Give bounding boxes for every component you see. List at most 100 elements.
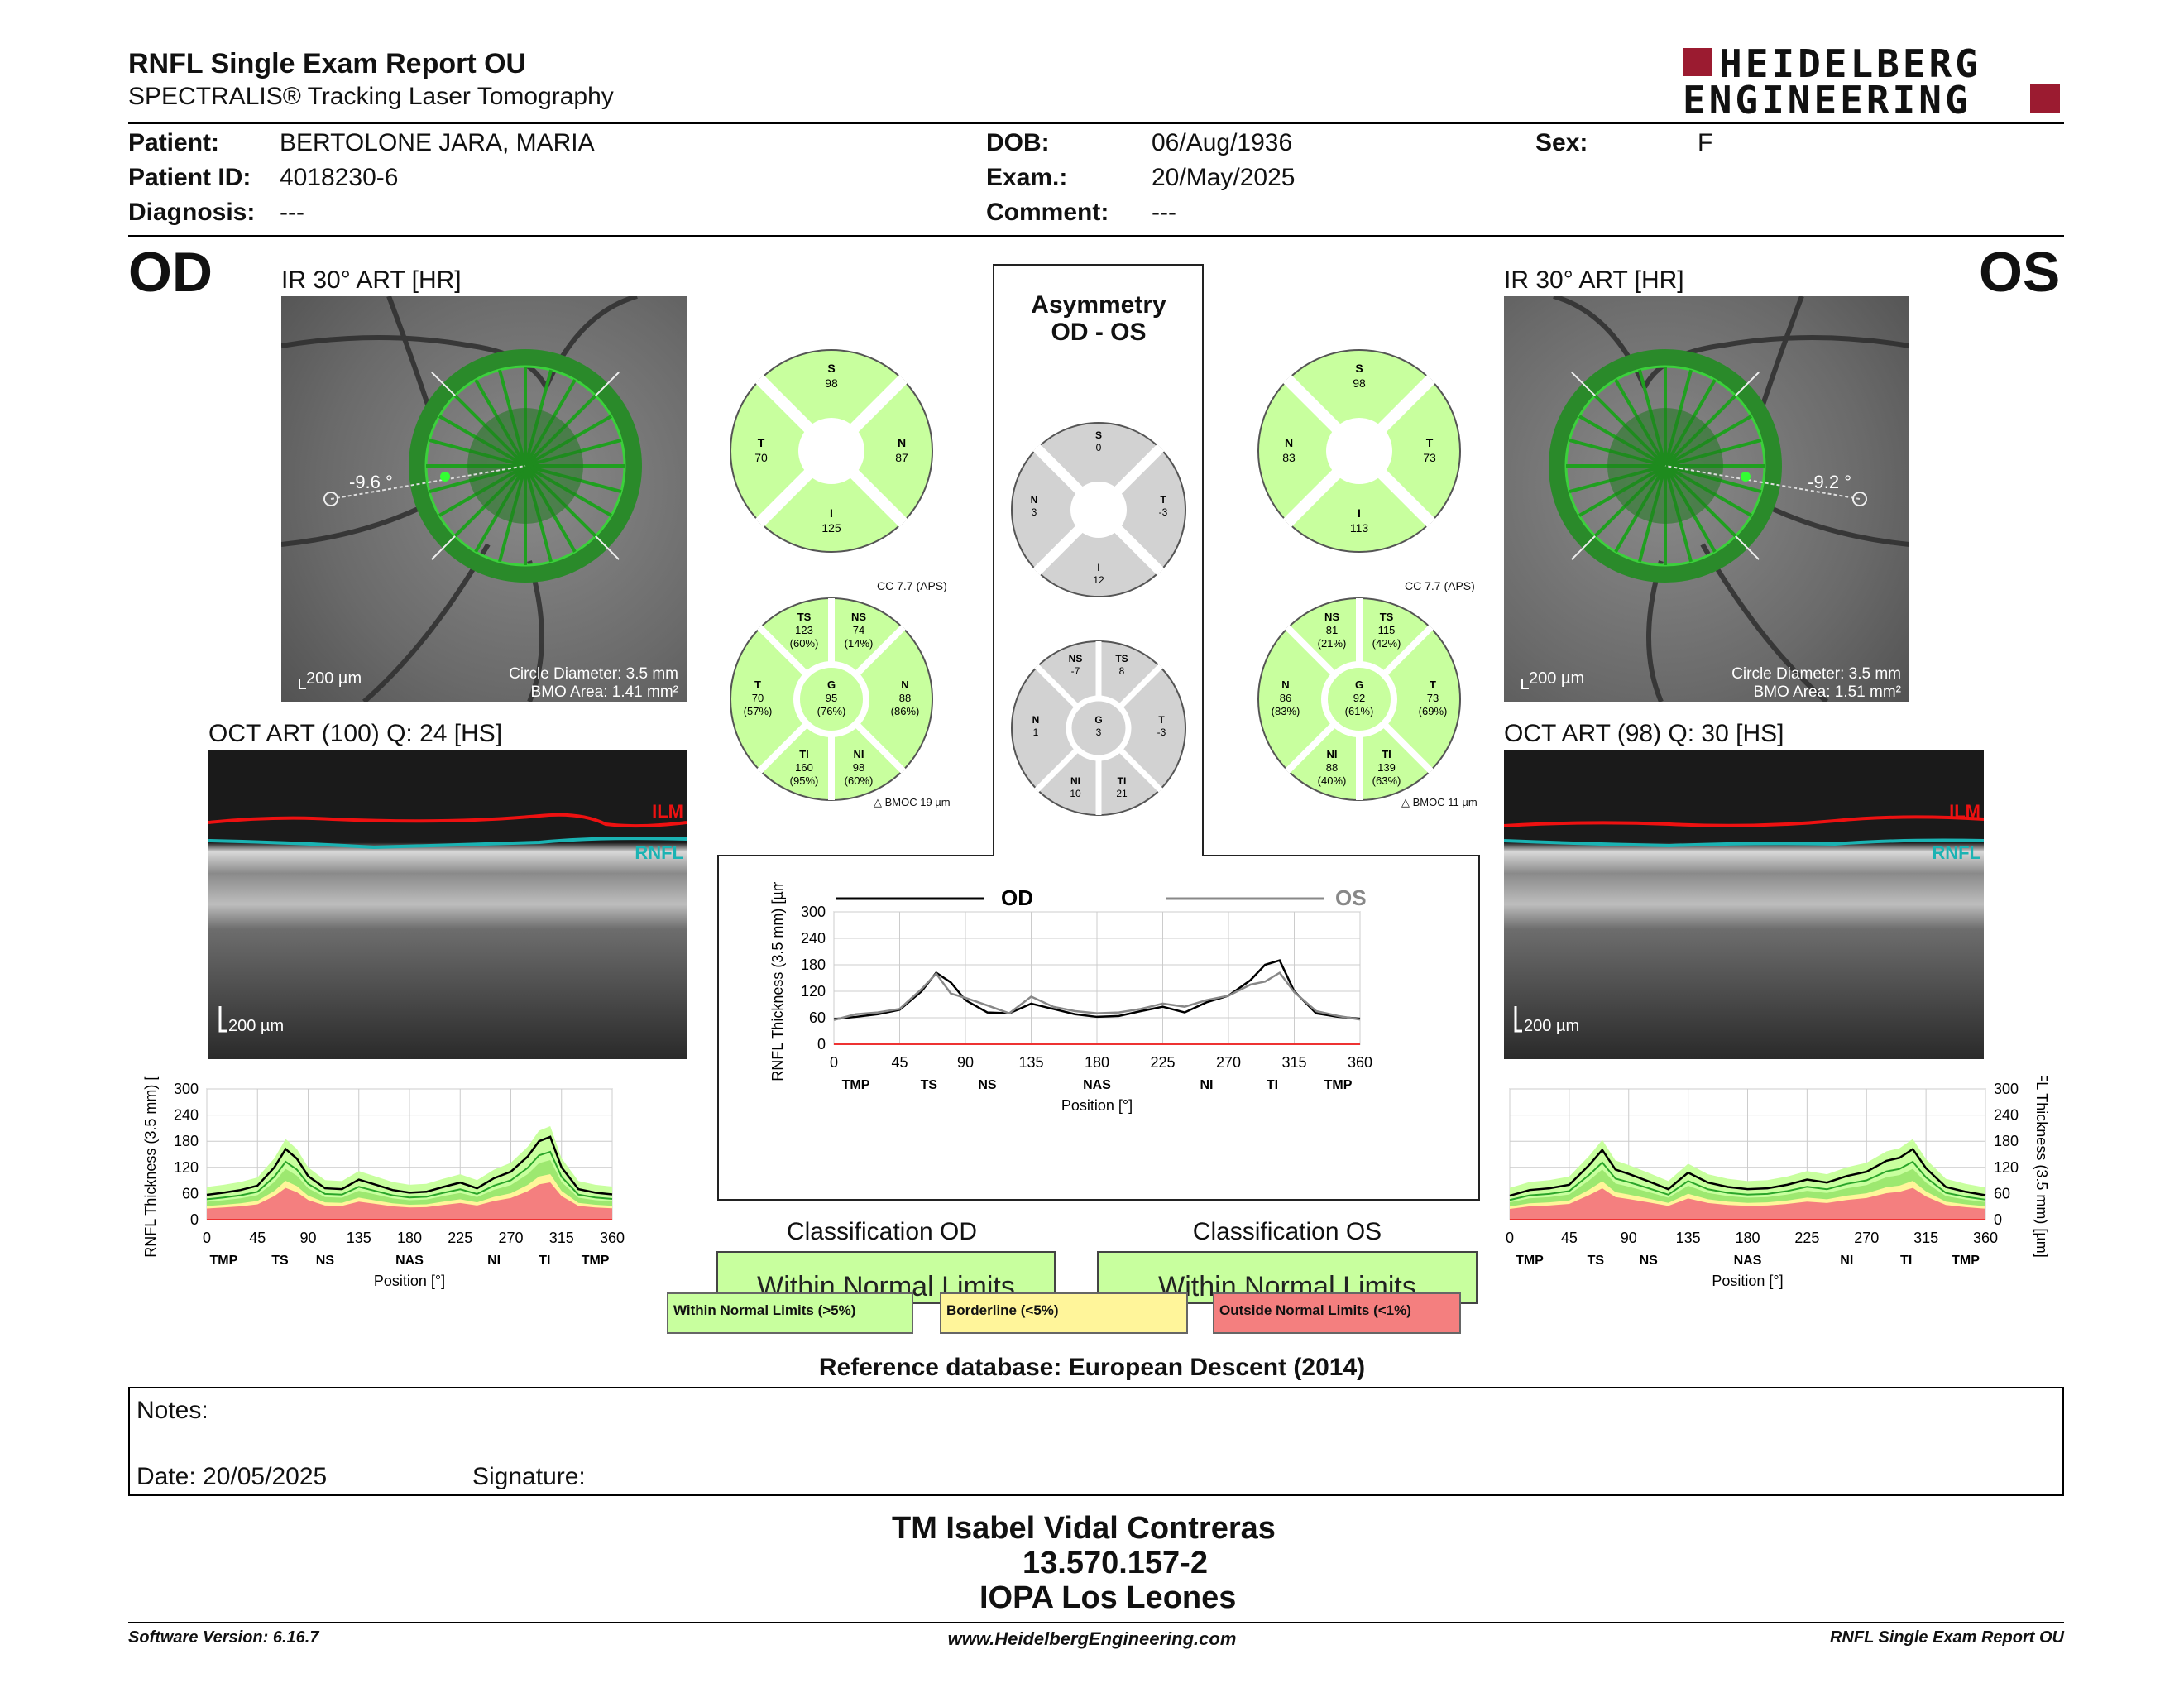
chart-xtick-label: 270: [1216, 1054, 1241, 1071]
chart-yaxis-label: RNFL Thickness (3.5 mm) [µm]: [769, 882, 786, 1081]
series-line: [206, 1135, 613, 1196]
chart-ytick-label: 300: [1994, 1081, 2019, 1097]
os-t6-value: 73: [1427, 692, 1439, 704]
chart-region-label: NS: [978, 1078, 997, 1092]
chart-region-label: NAS: [395, 1254, 424, 1268]
od-ir-title: IR 30° ART [HR]: [281, 266, 462, 294]
signer-id: 13.570.157-2: [1023, 1546, 1208, 1580]
od-rnfl-label: RNFL: [635, 842, 683, 863]
asym-ti-value: 21: [1116, 788, 1128, 799]
chart-xaxis-label: Position [°]: [1061, 1097, 1133, 1114]
sector-boundary-line: [595, 535, 620, 560]
os-ti-value: 139: [1377, 761, 1396, 774]
svg-text:T: T: [1160, 494, 1166, 506]
od-sector-chart-6: TS 123 (60%) NS 74 (14%) T 70 (57%) G 95…: [730, 597, 933, 801]
os-ts-value: 115: [1378, 624, 1396, 636]
svg-text:TS: TS: [797, 611, 812, 623]
chart-xtick-label: 135: [347, 1230, 371, 1246]
sex-value: F: [1698, 129, 1713, 156]
od-scan-overlay: -9.6 ° 200 µm Circle Diameter: 3.5 mm BM…: [281, 296, 678, 702]
sector-boundary-line: [1571, 535, 1596, 560]
sector-boundary-line: [595, 372, 620, 396]
chart-ytick-label: 60: [809, 1009, 826, 1026]
chart-region-label: TI: [539, 1254, 550, 1268]
asymmetry-thickness-chart: 0 60 120 180 240 300 0 45 90 135 180 225 270 315 360 TM…: [769, 882, 1372, 1114]
os-ts-pct: (42%): [1372, 637, 1401, 650]
chart-xtick-label: 180: [397, 1230, 422, 1246]
svg-text:T: T: [754, 679, 761, 691]
asym-ni-value: 10: [1070, 788, 1081, 799]
patient-label: Patient:: [128, 129, 220, 156]
od-oct-bscan: ILM RNFL 200 µm: [208, 750, 687, 1059]
svg-text:TS: TS: [1380, 611, 1394, 623]
chart-xtick-label: 360: [1973, 1230, 1998, 1246]
od-ns-pct: (14%): [845, 637, 874, 650]
os-ir-title: IR 30° ART [HR]: [1504, 266, 1684, 294]
os-rnfl-label: RNFL: [1932, 842, 1980, 863]
chart-xtick-label: 135: [1018, 1054, 1043, 1071]
chart-xtick-label: 90: [957, 1054, 974, 1071]
footer-software: Software Version: 6.16.7: [128, 1628, 319, 1647]
svg-text:NI: NI: [854, 748, 864, 760]
dob-value: 06/Aug/1936: [1152, 129, 1293, 156]
comment-value: ---: [1152, 199, 1176, 226]
od-g-pct: (76%): [817, 705, 846, 717]
od-i-value: 125: [821, 521, 841, 535]
os-ti-pct: (63%): [1372, 774, 1401, 787]
svg-text:NI: NI: [1327, 748, 1338, 760]
chart-ytick-label: 240: [1994, 1107, 2019, 1124]
os-n6-value: 86: [1280, 692, 1291, 704]
patient-id: 4018230-6: [280, 164, 399, 191]
od-oct-layers: ILM RNFL 200 µm: [208, 750, 687, 1059]
chart-xtick-label: 45: [1561, 1230, 1578, 1246]
os-ni-pct: (40%): [1318, 774, 1347, 787]
os-ilm-label: ILM: [1949, 801, 1980, 822]
report-title: RNFL Single Exam Report OU: [128, 48, 527, 79]
os-oct-scale: 200 µm: [1524, 1017, 1579, 1035]
chart-ytick-label: 180: [801, 957, 826, 973]
od-ni-value: 98: [853, 761, 864, 774]
diagnosis-label: Diagnosis:: [128, 199, 256, 226]
exam-label: Exam.:: [986, 164, 1068, 191]
svg-text:TS: TS: [1115, 653, 1128, 664]
legend-outside-normal: Outside Normal Limits (<1%): [1213, 1292, 1461, 1334]
asymmetry-sector-chart-6: NS -7 TS 8 N 1 G 3 T -3 NI 10 TI 21: [1011, 640, 1186, 816]
asymmetry-title-2: OD - OS: [1051, 319, 1147, 346]
od-g-value: 95: [826, 692, 837, 704]
os-t-value: 73: [1423, 451, 1436, 464]
chart-ytick-label: 120: [1994, 1159, 2019, 1176]
os-s-value: 98: [1353, 376, 1366, 390]
svg-text:TI: TI: [1382, 748, 1391, 760]
svg-text:N: N: [898, 436, 906, 449]
chart-region-label: NI: [487, 1254, 500, 1268]
footer-url[interactable]: www.HeidelbergEngineering.com: [947, 1628, 1237, 1649]
chart-region-label: NAS: [1083, 1078, 1111, 1092]
os-circle-diameter: Circle Diameter: 3.5 mm: [1731, 665, 1901, 683]
chart-region-label: TMP: [842, 1078, 870, 1092]
os-oct-layers: ILM RNFL 200 µm: [1504, 750, 1984, 1059]
os-scan-overlay: -9.2 ° 200 µm Circle Diameter: 3.5 mm BM…: [1521, 296, 1909, 702]
svg-text:G: G: [827, 679, 836, 691]
asymmetry-title: Asymmetry OD - OS: [994, 291, 1203, 346]
od-fundus-image: -9.6 ° 200 µm Circle Diameter: 3.5 mm BM…: [281, 296, 687, 702]
svg-text:T: T: [1158, 714, 1165, 726]
od-ts-pct: (60%): [790, 637, 819, 650]
band-outside-normal: [207, 1182, 612, 1220]
os-g-pct: (61%): [1345, 705, 1374, 717]
od-cc: CC 7.7 (APS): [877, 579, 947, 592]
od-n6-pct: (86%): [891, 705, 920, 717]
chart-region-label: NAS: [1734, 1254, 1762, 1268]
chart-xtick-label: 0: [830, 1054, 838, 1071]
chart-region-label: TMP: [1952, 1254, 1980, 1268]
sector-boundary-line: [1735, 535, 1760, 560]
svg-text:T: T: [1426, 436, 1434, 449]
os-ni-value: 88: [1326, 761, 1338, 774]
od-ni-pct: (60%): [845, 774, 874, 787]
exam-value: 20/May/2025: [1152, 164, 1296, 191]
od-ti-value: 160: [795, 761, 813, 774]
chart-xtick-label: 270: [1854, 1230, 1879, 1246]
od-ns-value: 74: [853, 624, 864, 636]
chart-region-label: TS: [921, 1078, 938, 1092]
od-eye-label: OD: [128, 241, 213, 304]
chart-xtick-label: 315: [1913, 1230, 1938, 1246]
